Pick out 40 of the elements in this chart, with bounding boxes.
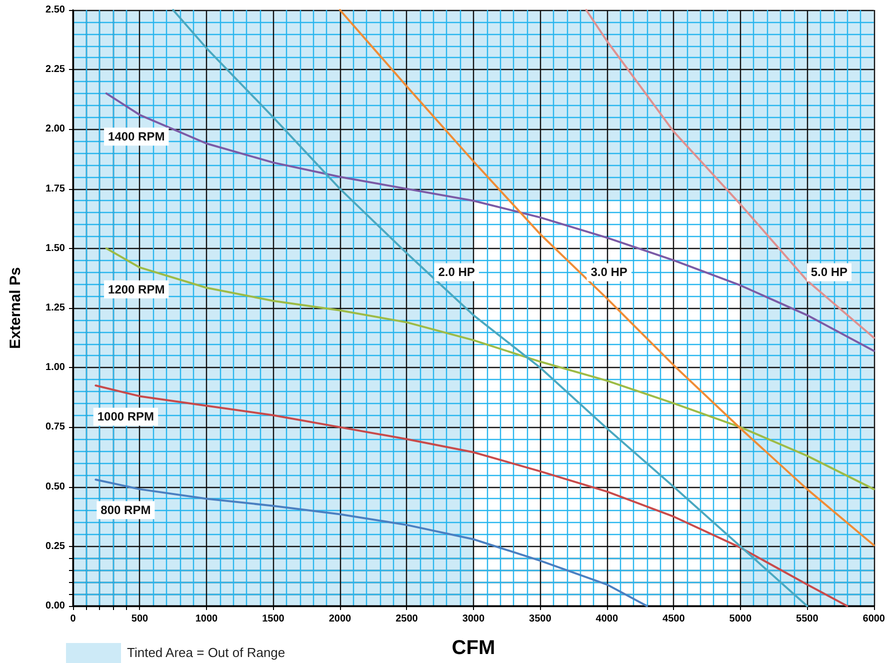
x-tick-label: 3500 bbox=[529, 614, 552, 624]
x-tick-label: 4500 bbox=[662, 614, 686, 624]
line-series bbox=[585, 9, 875, 339]
series-label: 1200 RPM bbox=[108, 282, 165, 296]
line-series bbox=[338, 9, 875, 546]
y-tick-label: 2.00 bbox=[46, 124, 66, 135]
y-tick-label: 2.25 bbox=[46, 64, 66, 76]
x-tick-label: 1000 bbox=[195, 614, 218, 624]
series-label: 5.0 HP bbox=[810, 265, 848, 280]
y-tick-label: 0.25 bbox=[46, 540, 66, 552]
y-tick-label: 0.50 bbox=[46, 481, 66, 492]
x-tick-label: 5500 bbox=[796, 614, 819, 624]
series-label: 1000 RPM bbox=[97, 410, 154, 424]
series-label: 1400 RPM bbox=[108, 130, 165, 144]
x-tick-label: 2000 bbox=[328, 614, 352, 624]
x-tick-label: 3000 bbox=[462, 614, 485, 624]
line-series bbox=[94, 384, 848, 607]
series-label: 800 RPM bbox=[100, 503, 151, 518]
x-tick-label: 4000 bbox=[596, 614, 618, 624]
line-series bbox=[105, 92, 875, 352]
y-tick-label: 2.50 bbox=[46, 4, 66, 16]
y-tick-label: 0.75 bbox=[46, 422, 66, 433]
series-label: 3.0 HP bbox=[590, 265, 628, 280]
x-axis-title: CFM bbox=[452, 637, 496, 659]
x-tick-label: 0 bbox=[70, 614, 76, 624]
line-series bbox=[94, 478, 648, 607]
y-tick-label: 1.50 bbox=[46, 242, 66, 254]
y-tick-label: 0.00 bbox=[46, 600, 66, 612]
y-tick-label: 1.25 bbox=[46, 302, 66, 314]
x-tick-label: 500 bbox=[131, 614, 149, 624]
x-tick-label: 6000 bbox=[862, 614, 886, 624]
series-label: 2.0 HP bbox=[438, 265, 475, 280]
x-tick-label: 2500 bbox=[396, 614, 418, 624]
x-tick-label: 1500 bbox=[262, 614, 285, 624]
x-tick-label: 5000 bbox=[729, 614, 752, 624]
y-tick-label: 1.00 bbox=[46, 362, 66, 374]
y-axis-title: External Ps bbox=[7, 267, 24, 349]
line-series bbox=[172, 9, 808, 607]
y-tick-label: 1.75 bbox=[46, 183, 66, 194]
legend-label: Tinted Area = Out of Range bbox=[127, 645, 286, 660]
